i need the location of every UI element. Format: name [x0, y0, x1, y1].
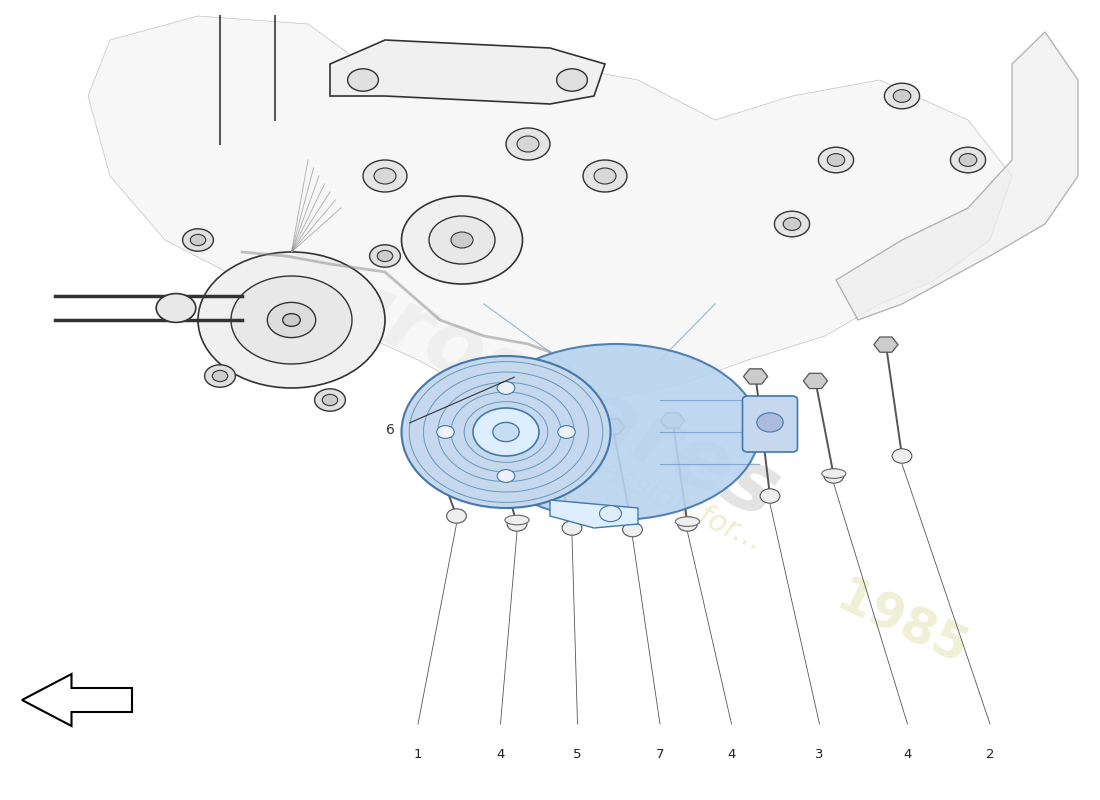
Polygon shape — [330, 40, 605, 104]
Circle shape — [451, 232, 473, 248]
Circle shape — [283, 314, 300, 326]
Circle shape — [402, 196, 522, 284]
Circle shape — [429, 216, 495, 264]
Circle shape — [190, 234, 206, 246]
Polygon shape — [601, 419, 625, 434]
Circle shape — [818, 147, 854, 173]
Circle shape — [507, 517, 527, 531]
Polygon shape — [660, 413, 684, 428]
Circle shape — [583, 160, 627, 192]
Circle shape — [437, 426, 454, 438]
Circle shape — [678, 517, 697, 531]
Circle shape — [497, 382, 515, 394]
Polygon shape — [803, 374, 827, 389]
Polygon shape — [88, 16, 1012, 400]
Text: 4: 4 — [903, 748, 912, 761]
Circle shape — [156, 294, 196, 322]
Circle shape — [600, 506, 621, 522]
Text: 3: 3 — [815, 748, 824, 761]
Circle shape — [497, 470, 515, 482]
Polygon shape — [407, 408, 431, 423]
Circle shape — [267, 302, 316, 338]
Circle shape — [757, 413, 783, 432]
Circle shape — [562, 521, 582, 535]
Polygon shape — [744, 369, 768, 384]
Circle shape — [473, 408, 539, 456]
Circle shape — [205, 365, 235, 387]
Circle shape — [824, 469, 844, 483]
Circle shape — [760, 489, 780, 503]
Circle shape — [315, 389, 345, 411]
Circle shape — [827, 154, 845, 166]
Circle shape — [884, 83, 920, 109]
Circle shape — [231, 276, 352, 364]
Text: 1: 1 — [414, 748, 422, 761]
Circle shape — [557, 69, 587, 91]
Circle shape — [183, 229, 213, 251]
Text: a passion for...: a passion for... — [553, 436, 767, 556]
Circle shape — [783, 218, 801, 230]
FancyBboxPatch shape — [742, 396, 797, 452]
Text: eurospares: eurospares — [264, 231, 792, 537]
Ellipse shape — [473, 344, 759, 520]
Circle shape — [623, 522, 642, 537]
Circle shape — [893, 90, 911, 102]
Circle shape — [950, 147, 986, 173]
Text: 6: 6 — [386, 423, 395, 438]
Text: 1985: 1985 — [828, 573, 976, 675]
Text: 5: 5 — [573, 748, 582, 761]
Polygon shape — [836, 32, 1078, 320]
Circle shape — [774, 211, 810, 237]
Circle shape — [363, 160, 407, 192]
Circle shape — [377, 250, 393, 262]
Circle shape — [447, 509, 466, 523]
Circle shape — [212, 370, 228, 382]
Circle shape — [493, 422, 519, 442]
Circle shape — [959, 154, 977, 166]
Circle shape — [402, 356, 610, 508]
Circle shape — [348, 69, 378, 91]
Circle shape — [558, 426, 575, 438]
Circle shape — [322, 394, 338, 406]
Polygon shape — [873, 337, 898, 352]
Circle shape — [374, 168, 396, 184]
Text: 2: 2 — [986, 748, 994, 761]
Polygon shape — [550, 500, 638, 528]
Polygon shape — [475, 414, 499, 430]
Text: 7: 7 — [656, 748, 664, 761]
Ellipse shape — [675, 517, 700, 526]
Polygon shape — [534, 410, 558, 426]
Polygon shape — [22, 674, 132, 726]
Ellipse shape — [505, 515, 529, 525]
Circle shape — [506, 128, 550, 160]
Circle shape — [198, 252, 385, 388]
Circle shape — [370, 245, 400, 267]
Circle shape — [517, 136, 539, 152]
Text: 4: 4 — [496, 748, 505, 761]
Ellipse shape — [822, 469, 846, 478]
Text: 4: 4 — [727, 748, 736, 761]
Circle shape — [594, 168, 616, 184]
Circle shape — [892, 449, 912, 463]
